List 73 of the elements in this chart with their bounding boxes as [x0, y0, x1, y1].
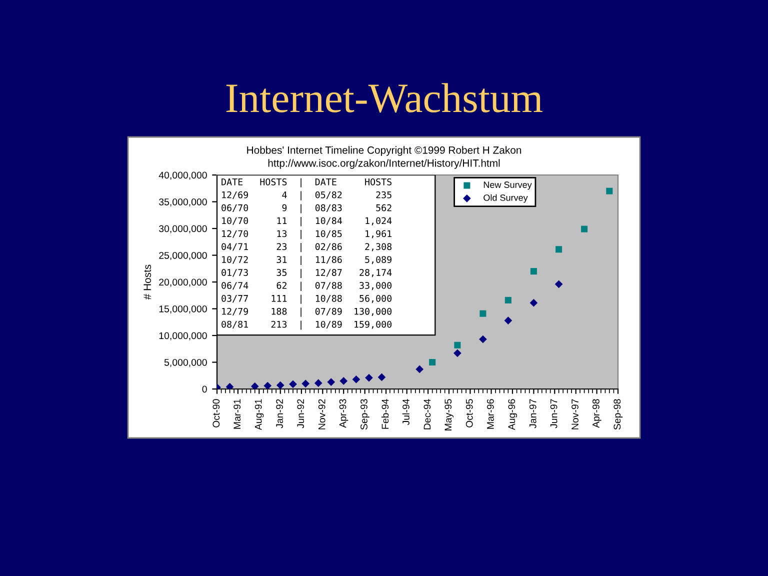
x-tick-label: Sep-93	[360, 399, 370, 430]
x-tick-label: Aug-96	[508, 399, 518, 430]
point	[327, 378, 336, 386]
legend-label: Old Survey	[484, 194, 528, 203]
annotation: 06/70 9 | 08/83 562	[222, 204, 392, 214]
x-tick-label: Nov-97	[572, 399, 578, 430]
x-tick-label: Jun-97	[550, 399, 558, 428]
annotation: 04/71 23 | 02/86 2,308	[222, 242, 392, 252]
point	[504, 296, 512, 304]
chart-subtitle: Hobbes' Internet Timeline Copyright ©1999 Robert H Zakon	[247, 146, 522, 156]
point	[264, 382, 272, 389]
point	[365, 374, 373, 382]
x-tick-label: Aug-91	[254, 399, 264, 430]
annotation: 12/79 188 | 07/89 130,000	[222, 308, 392, 317]
point	[314, 379, 322, 388]
point	[454, 342, 461, 348]
point	[581, 226, 588, 232]
chart-title: Internet-Wachstum	[226, 83, 542, 113]
point	[352, 375, 360, 384]
annotation: 06/74 62 | 07/88 33,000	[222, 282, 392, 291]
point	[250, 382, 259, 389]
y-tick-label: 5,000,000	[164, 358, 207, 368]
point	[606, 188, 613, 194]
x-tick-label: Feb-94	[381, 399, 389, 429]
x-tick-label: Mar-96	[486, 399, 494, 429]
x-tick-label: Jul-94	[402, 399, 410, 426]
y-tick-label: 35,000,000	[158, 198, 207, 207]
x-tick-label: Mar-91	[234, 399, 241, 429]
point	[378, 373, 386, 382]
text: http://www.isoc.org/zakon/Internet/History/HIT.html	[268, 159, 500, 169]
annotation: 12/69 4 | 05/82 235	[222, 191, 392, 200]
annotation: 03/77 111 | 10/88 56,000	[222, 294, 392, 304]
x-tick-label: Jun-92	[297, 399, 304, 428]
y-tick-label: 15,000,000	[159, 305, 207, 314]
x-tick-label: Oct-95	[466, 399, 473, 428]
point	[479, 335, 487, 344]
annotation: 08/81 213 | 10/89 159,000	[222, 320, 392, 330]
point	[340, 377, 348, 385]
y-tick-label: 0	[202, 386, 207, 393]
x-tick-label: Jan-97	[529, 399, 536, 428]
y-tick-label: 40,000,000	[158, 172, 207, 180]
x-tick-label: Sep-98	[614, 399, 623, 430]
y-tick-label: 30,000,000	[158, 225, 207, 234]
annotation: 10/72 31 | 11/86 5,089	[222, 256, 392, 266]
annotation: DATE HOSTS | DATE HOSTS	[222, 178, 392, 188]
x-tick-label: Dec-94	[424, 399, 431, 430]
point	[530, 268, 537, 275]
y-tick-label: 20,000,000	[159, 278, 207, 287]
point	[226, 382, 234, 389]
annotation: 12/70 13 | 10/85 1,961	[222, 230, 392, 240]
point	[276, 381, 284, 389]
annotation: 01/73 35 | 12/87 28,174	[222, 268, 392, 278]
x-tick-label: Oct-90	[212, 399, 220, 428]
point	[416, 365, 424, 374]
point	[480, 310, 486, 317]
point	[289, 380, 297, 388]
point	[302, 380, 310, 388]
x-tick-label: Jan-92	[276, 399, 283, 428]
point	[454, 349, 462, 358]
legend-label: New Survey	[484, 182, 532, 190]
point	[530, 298, 538, 307]
point	[504, 316, 512, 324]
x-tick-label: May-95	[444, 399, 454, 430]
x-tick-label: Apr-98	[592, 399, 602, 428]
point	[556, 246, 562, 253]
point	[554, 280, 563, 288]
point	[429, 358, 436, 366]
y-axis-title: # Hosts	[144, 264, 152, 300]
x-tick-label: Nov-92	[318, 399, 326, 430]
y-tick-label: 25,000,000	[159, 252, 207, 260]
annotation: 10/70 11 | 10/84 1,024	[222, 217, 392, 226]
y-tick-label: 10,000,000	[159, 332, 207, 340]
x-tick-label: Apr-93	[339, 399, 348, 428]
